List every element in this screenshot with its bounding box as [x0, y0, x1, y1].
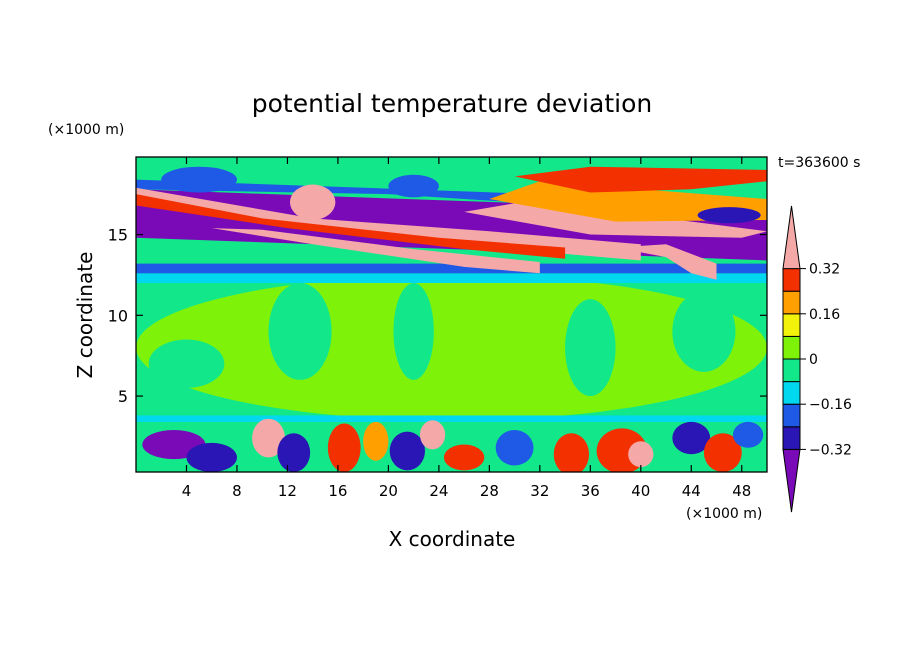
x-tick-label: 32: [530, 482, 549, 500]
contour-region-13: [136, 194, 566, 259]
contour-region-31: [495, 430, 534, 466]
contour-region-37: [732, 421, 764, 448]
contour-region-35: [672, 421, 711, 455]
contour-region-1: [148, 339, 225, 388]
x-tick-label: 48: [732, 482, 751, 500]
x-tick-label: 44: [682, 482, 701, 500]
x-tick-label: 24: [429, 482, 448, 500]
contour-region-16: [514, 166, 767, 193]
contour-region-4: [565, 299, 616, 397]
colorbar-swatch: [782, 381, 801, 405]
colorbar-swatch: [782, 290, 801, 315]
colorbar-label: −0.32: [809, 442, 852, 458]
x-tick-label: 36: [581, 482, 600, 500]
colorbar-label: 0.16: [809, 307, 840, 323]
colorbar-swatch-min: [782, 448, 801, 513]
contour-region-12: [211, 228, 540, 274]
y-axis-title: Z coordinate: [73, 252, 97, 379]
colorbar-swatch: [782, 358, 801, 383]
x-tick-label: 20: [379, 482, 398, 500]
colorbar-swatch: [782, 426, 801, 450]
contour-region-20: [388, 174, 439, 198]
y-tick-label: 10: [108, 306, 128, 325]
contour-region-34: [628, 441, 654, 468]
contour-region-7: [136, 273, 767, 283]
contour-region-36: [703, 433, 742, 472]
y-axis: 5 10 15: [108, 226, 767, 406]
colorbar-label: 0.32: [809, 262, 840, 278]
contour-region-21: [697, 207, 761, 224]
contour-region-25: [277, 433, 311, 472]
contour-region-15: [489, 181, 767, 222]
colorbar-swatch: [782, 268, 801, 292]
contour-region-24: [252, 418, 285, 458]
contour-region-18: [161, 166, 237, 193]
contour-region-8: [136, 263, 767, 274]
contour-region-28: [389, 431, 425, 471]
contour-field: [136, 166, 767, 472]
contour-region-5: [672, 291, 736, 372]
y-tick-label: 5: [118, 387, 128, 406]
colorbar-swatch: [782, 335, 801, 360]
contour-region-29: [419, 420, 446, 450]
x-tick-label: 12: [278, 482, 297, 500]
contour-region-30: [443, 444, 485, 471]
x-axis: 4 8 12 16 20 24 28 32 36 40 44 48: [182, 157, 751, 500]
x-unit-label: (×1000 m): [686, 506, 762, 522]
x-axis-title: X coordinate: [389, 527, 516, 551]
y-tick-label: 15: [108, 226, 128, 245]
contour-region-6: [136, 415, 767, 422]
contour-region-3: [393, 283, 434, 380]
colorbar-swatch-max: [782, 205, 801, 270]
colorbar-label: 0: [809, 352, 818, 368]
contour-region-11: [136, 187, 641, 261]
plot-frame: [135, 156, 768, 473]
colorbar: 0.32 0.16 0 −0.16 −0.32: [782, 205, 852, 513]
x-tick-label: 28: [480, 482, 499, 500]
contour-region-2: [268, 283, 332, 380]
contour-region-23: [186, 442, 237, 472]
contour-region-26: [327, 423, 361, 472]
contour-region-27: [363, 421, 389, 461]
contour-region-17: [615, 244, 717, 280]
colorbar-label: −0.16: [809, 397, 852, 413]
time-label: t=363600 s: [778, 155, 860, 171]
x-tick-label: 16: [328, 482, 347, 500]
chart-title: potential temperature deviation: [252, 89, 652, 118]
y-unit-label: (×1000 m): [48, 122, 124, 138]
contour-region-19: [289, 184, 336, 220]
contour-region-0: [136, 274, 767, 421]
colorbar-swatch: [782, 313, 801, 337]
x-tick-label: 40: [631, 482, 650, 500]
x-tick-label: 4: [182, 482, 192, 500]
colorbar-swatch: [782, 403, 801, 428]
x-tick-label: 8: [232, 482, 242, 500]
contour-region-32: [553, 433, 590, 472]
